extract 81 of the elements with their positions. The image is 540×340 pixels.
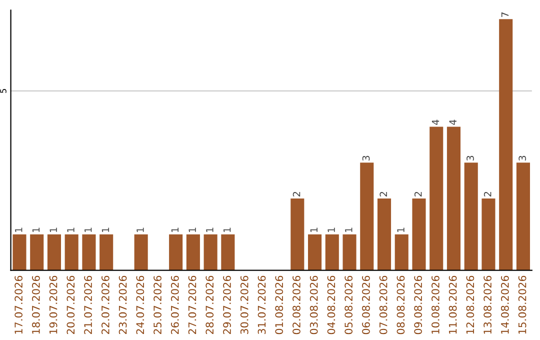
- data-label: 3: [362, 156, 370, 161]
- data-label: 1: [206, 228, 214, 232]
- data-label: 7: [501, 12, 509, 17]
- x-tick-label: 05.08.2026: [344, 276, 353, 334]
- data-label: 1: [50, 228, 57, 232]
- x-tick-label: 02.08.2026: [292, 276, 300, 334]
- x-tick-label: 27.07.2026: [188, 276, 196, 334]
- x-tick-label: 14.08.2026: [500, 276, 509, 334]
- bar: [394, 234, 408, 270]
- data-label: 1: [171, 228, 178, 232]
- x-tick-label: 17.07.2026: [14, 276, 23, 334]
- x-tick-label: 12.08.2026: [466, 276, 474, 334]
- data-label: 1: [84, 228, 92, 232]
- data-label: 2: [484, 192, 492, 196]
- x-tick-label: 25.07.2026: [154, 276, 162, 334]
- x-tick-label: 22.07.2026: [101, 276, 110, 334]
- data-label: 2: [380, 192, 387, 196]
- data-label: 1: [188, 228, 196, 232]
- bar: [169, 234, 183, 270]
- data-label: 2: [292, 192, 300, 196]
- x-tick-label: 24.07.2026: [136, 276, 144, 334]
- x-tick-label: 29.07.2026: [223, 276, 231, 334]
- x-tick-label: 23.07.2026: [118, 276, 127, 334]
- x-tick-label: 09.08.2026: [414, 276, 422, 334]
- y-tick-label: 5: [0, 89, 6, 93]
- bar: [82, 234, 96, 270]
- x-tick-label: 31.07.2026: [258, 276, 266, 334]
- data-label: 1: [328, 228, 335, 232]
- x-tick-label: 11.08.2026: [448, 276, 457, 334]
- bar: [30, 234, 44, 270]
- x-tick-label: 07.08.2026: [379, 276, 388, 334]
- x-tick-label: 01.08.2026: [275, 276, 284, 334]
- x-tick-label: 03.08.2026: [310, 276, 318, 334]
- data-label: 1: [102, 228, 110, 232]
- bar: [377, 198, 392, 270]
- bar: [516, 162, 530, 270]
- data-label: 4: [449, 120, 456, 125]
- x-tick-label: 06.08.2026: [362, 276, 370, 334]
- data-label: 1: [32, 228, 40, 232]
- x-tick-label: 10.08.2026: [432, 276, 440, 334]
- bar: [342, 234, 356, 270]
- bar: [12, 234, 26, 270]
- bar: [221, 234, 235, 270]
- x-tick-label: 26.07.2026: [170, 276, 179, 334]
- data-label: 1: [136, 228, 144, 232]
- data-label: 1: [345, 228, 352, 232]
- x-tick-label: 18.07.2026: [32, 276, 40, 334]
- bar: [482, 198, 496, 270]
- data-label: 3: [518, 156, 526, 161]
- bar: [464, 162, 478, 270]
- bar: [100, 234, 114, 270]
- bar: [204, 234, 218, 270]
- data-label: 1: [15, 228, 22, 232]
- x-tick-label: 20.07.2026: [66, 276, 75, 334]
- bar: [290, 198, 304, 270]
- bar: [360, 162, 374, 270]
- x-tick-label: 13.08.2026: [484, 276, 492, 334]
- data-label: 1: [397, 228, 404, 232]
- x-tick-label: 19.07.2026: [49, 276, 58, 334]
- x-tick-label: 15.08.2026: [518, 276, 526, 334]
- bar: [134, 234, 148, 270]
- data-label: 1: [310, 228, 318, 232]
- bar: [446, 126, 461, 270]
- data-label: 3: [466, 156, 474, 161]
- bar: [499, 19, 513, 270]
- bar: [47, 234, 61, 270]
- bar: [412, 198, 426, 270]
- bar: [325, 234, 339, 270]
- data-label: 4: [432, 120, 440, 125]
- data-label: 2: [414, 192, 422, 196]
- bar: [308, 234, 322, 270]
- x-tick-label: 21.07.2026: [84, 276, 92, 334]
- x-tick-label: 30.07.2026: [240, 276, 248, 334]
- bar: [186, 234, 200, 270]
- x-tick-label: 04.08.2026: [327, 276, 336, 334]
- bar: [430, 126, 444, 270]
- x-tick-label: 28.07.2026: [206, 276, 214, 334]
- x-tick-label: 08.08.2026: [396, 276, 405, 334]
- data-label: 1: [67, 228, 74, 232]
- bar: [64, 234, 78, 270]
- data-label: 1: [224, 228, 231, 232]
